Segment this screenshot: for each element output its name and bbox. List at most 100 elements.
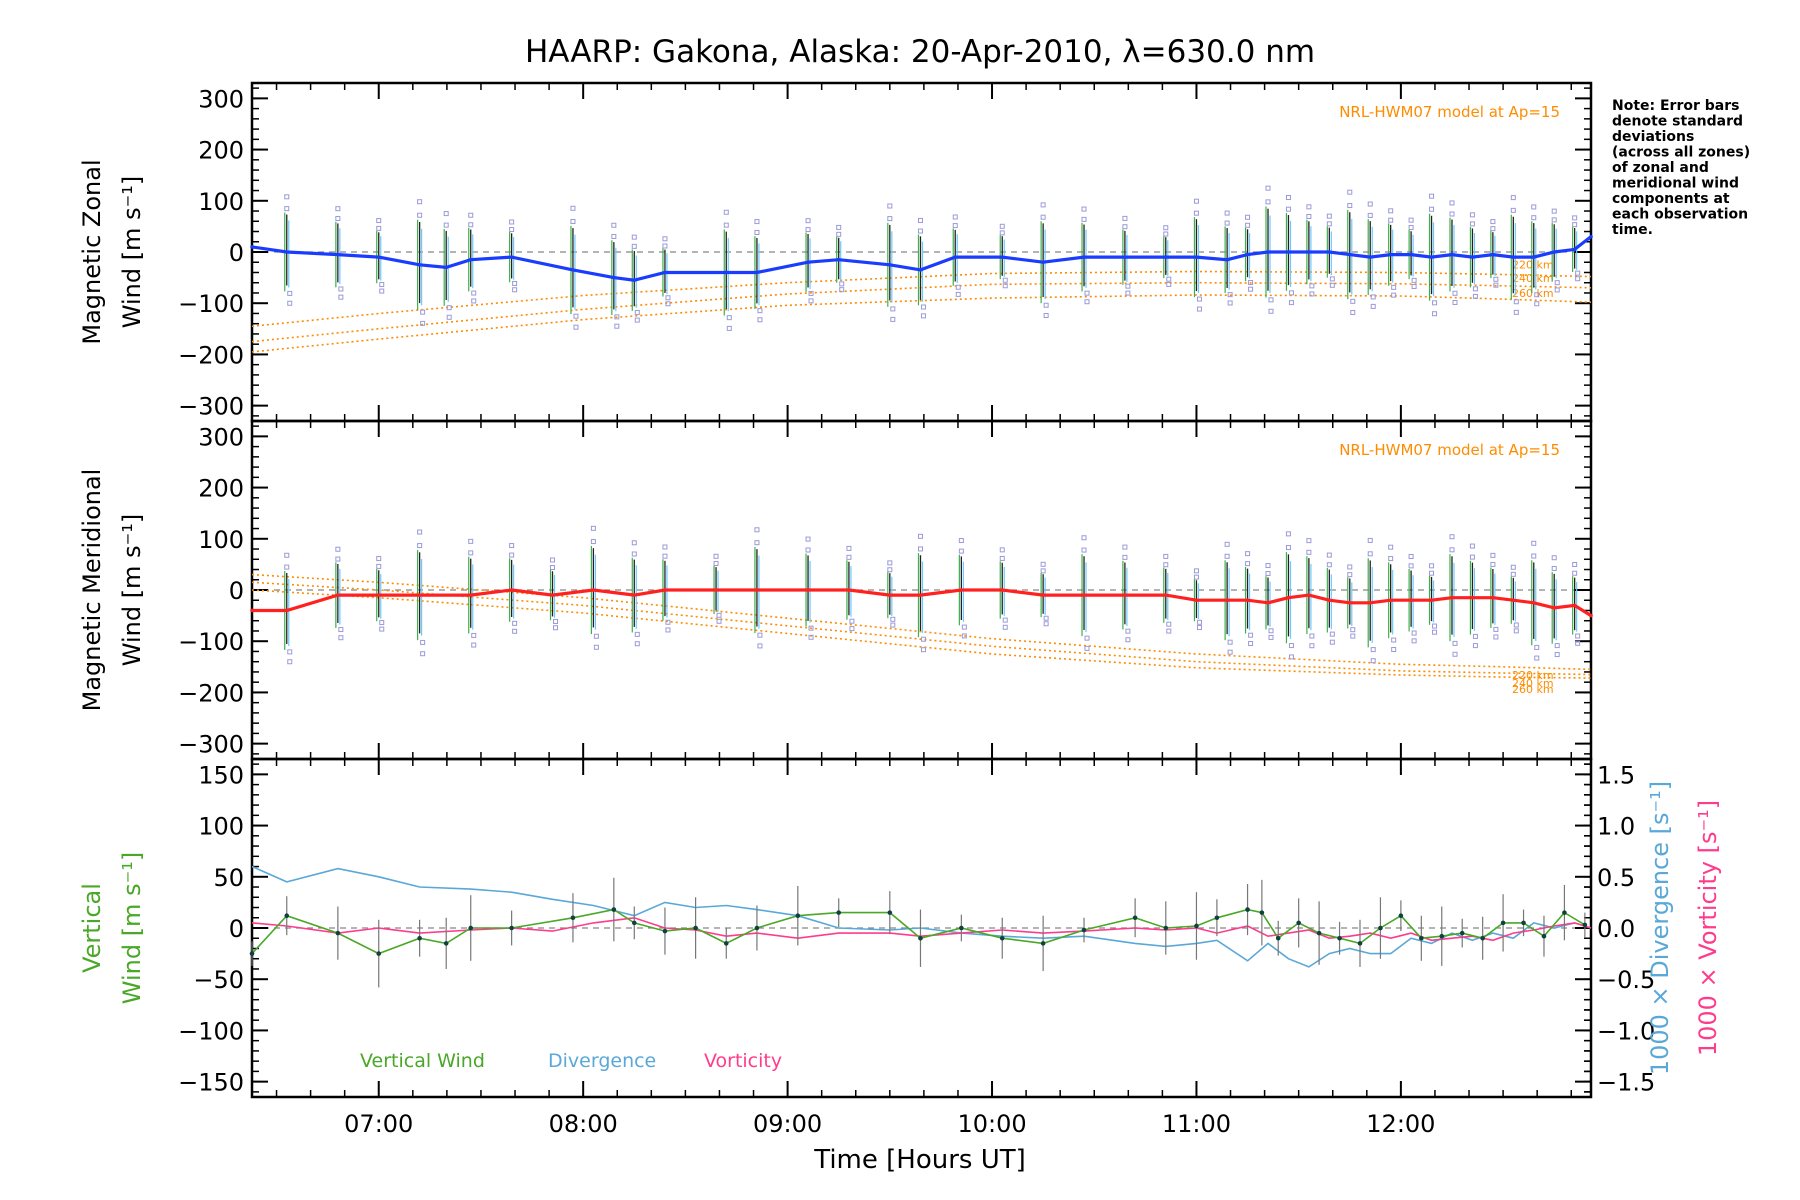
vertical-wind-point xyxy=(335,930,341,936)
zone-point xyxy=(665,627,671,633)
zone-point xyxy=(846,545,852,551)
zone-point xyxy=(890,616,896,622)
zone-point xyxy=(1531,215,1537,221)
vertical-wind-point xyxy=(249,951,255,956)
vertical-wind-point xyxy=(959,925,964,931)
wind-point xyxy=(1194,598,1199,603)
zone-point xyxy=(955,284,961,290)
zone-point xyxy=(999,547,1005,553)
zone-point xyxy=(716,618,722,624)
zone-point xyxy=(805,547,811,553)
zone-point xyxy=(335,546,341,552)
x-tick-label: 08:00 xyxy=(549,1110,618,1138)
zone-point xyxy=(716,612,722,618)
zone-point xyxy=(471,642,477,648)
zone-point xyxy=(1347,189,1353,195)
wind-point xyxy=(1123,255,1127,259)
wind-point xyxy=(444,265,449,270)
note-line: time. xyxy=(1612,222,1653,238)
x-tick-label: 09:00 xyxy=(753,1110,822,1138)
zone-point xyxy=(1534,655,1540,661)
zone-point xyxy=(1575,270,1581,276)
wind-point xyxy=(284,250,289,254)
zone-point xyxy=(287,300,293,306)
zone-point xyxy=(999,230,1005,236)
zone-point xyxy=(757,317,763,323)
wind-point xyxy=(1163,593,1168,597)
zone-point xyxy=(1534,292,1540,298)
zone-point xyxy=(805,536,811,542)
wind-point xyxy=(1450,252,1454,257)
wind-point xyxy=(1286,250,1291,254)
zone-point xyxy=(1125,283,1131,289)
zone-point xyxy=(952,214,958,220)
zone-point xyxy=(1449,534,1455,540)
wind-point xyxy=(1589,613,1593,618)
wind-point xyxy=(1225,257,1229,262)
zone-point xyxy=(1245,214,1251,220)
wind-point xyxy=(1531,255,1536,259)
vertical-wind-point xyxy=(1316,930,1322,936)
zone-point xyxy=(1245,222,1251,228)
zone-point xyxy=(1227,639,1233,645)
zone-point xyxy=(446,314,452,320)
zone-point xyxy=(1227,300,1233,306)
zone-point xyxy=(1248,641,1254,647)
zone-point xyxy=(634,309,640,315)
note-line: denote standard xyxy=(1612,114,1743,130)
zone-point xyxy=(1575,640,1581,646)
vertical-wind-point xyxy=(1081,927,1087,933)
zone-point xyxy=(512,280,518,286)
zone-point xyxy=(887,203,893,209)
zone-point xyxy=(1429,570,1435,576)
vertical-wind-point xyxy=(662,928,668,934)
zone-point xyxy=(471,290,477,296)
zone-point xyxy=(287,290,293,296)
zone-point xyxy=(1166,621,1172,627)
zone-point xyxy=(662,236,668,242)
zone-point xyxy=(1534,301,1540,307)
y-tick-label: −100 xyxy=(178,290,244,318)
zone-point xyxy=(1245,561,1251,567)
vertical-wind-point xyxy=(999,935,1005,941)
zone-point xyxy=(1224,220,1230,226)
zone-point xyxy=(420,639,426,645)
zone-point xyxy=(593,633,599,639)
zone-point xyxy=(1472,643,1478,649)
vertical-wind-point xyxy=(1357,941,1363,946)
zone-point xyxy=(287,649,293,655)
zone-point xyxy=(1084,645,1090,651)
wind-point xyxy=(571,268,575,272)
zone-point xyxy=(1534,644,1540,650)
y-tick-label: −150 xyxy=(178,1069,244,1097)
zone-point xyxy=(839,281,845,287)
zone-point xyxy=(417,212,423,218)
y-tick-label: 50 xyxy=(213,864,244,892)
y-tick-label: −50 xyxy=(193,966,244,994)
zone-point xyxy=(1040,568,1046,574)
wind-point xyxy=(1511,255,1516,259)
vertical-wind-point xyxy=(1259,910,1265,915)
vertical-wind-point xyxy=(1378,925,1383,931)
zone-point xyxy=(1493,276,1499,282)
wind-point xyxy=(1429,598,1434,603)
zone-point xyxy=(662,544,668,550)
zone-point xyxy=(1493,626,1499,632)
zone-point xyxy=(1248,632,1254,638)
zone-point xyxy=(1306,549,1312,555)
x-tick-label: 12:00 xyxy=(1366,1110,1435,1138)
zone-point xyxy=(284,206,290,212)
zone-point xyxy=(955,291,961,297)
zone-point xyxy=(999,223,1005,229)
zone-point xyxy=(917,533,923,539)
zone-point xyxy=(805,227,811,233)
zone-point xyxy=(1370,647,1376,653)
zone-point xyxy=(887,560,893,566)
zone-point xyxy=(634,631,640,637)
zone-point xyxy=(512,287,518,293)
zone-point xyxy=(1081,206,1087,212)
model-curve xyxy=(251,589,1592,679)
vertical-wind-point xyxy=(1562,910,1567,915)
zone-point xyxy=(1081,535,1087,541)
zone-point xyxy=(1122,544,1128,550)
